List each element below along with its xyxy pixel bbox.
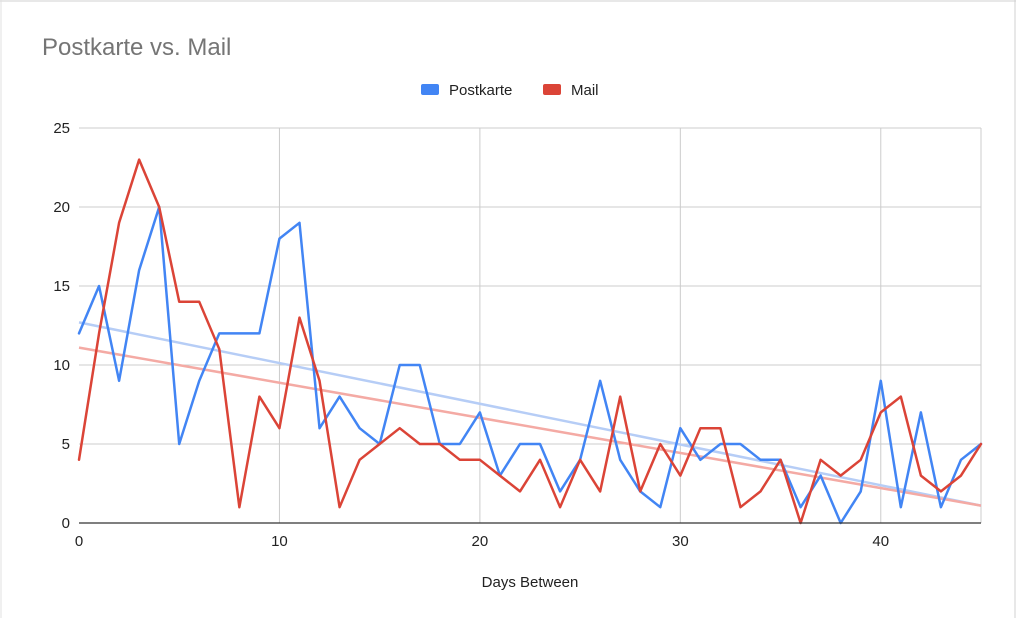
- legend-label-postkarte[interactable]: Postkarte: [449, 82, 512, 99]
- series-line-postkarte[interactable]: [77, 205, 983, 525]
- y-tick-label: 25: [53, 120, 70, 137]
- legend: Postkarte Mail: [421, 82, 599, 99]
- grid-layer: [79, 127, 982, 523]
- trendline-mail: [78, 346, 982, 507]
- x-tick-label: 10: [271, 533, 288, 550]
- y-tick-label: 20: [53, 199, 70, 216]
- trendline-postkarte: [78, 321, 982, 507]
- chart-title: Postkarte vs. Mail: [42, 34, 231, 61]
- x-tick-label: 0: [75, 533, 83, 550]
- trendline-layer: [78, 321, 982, 507]
- x-tick-label: 20: [472, 533, 489, 550]
- axis-layer: 0 5 10 15 20 25 0 10 20 30 40: [53, 120, 981, 550]
- y-tick-label: 10: [53, 357, 70, 374]
- legend-label-mail[interactable]: Mail: [571, 82, 599, 99]
- legend-swatch-postkarte: [421, 84, 439, 95]
- y-tick-label: 15: [53, 278, 70, 295]
- x-tick-label: 40: [872, 533, 889, 550]
- y-tick-label: 0: [62, 515, 70, 532]
- x-axis-title: Days Between: [482, 574, 579, 591]
- series-layer: [77, 158, 983, 525]
- legend-swatch-mail: [543, 84, 561, 95]
- series-line-mail[interactable]: [77, 158, 983, 525]
- y-tick-label: 5: [62, 436, 70, 453]
- x-tick-label: 30: [672, 533, 689, 550]
